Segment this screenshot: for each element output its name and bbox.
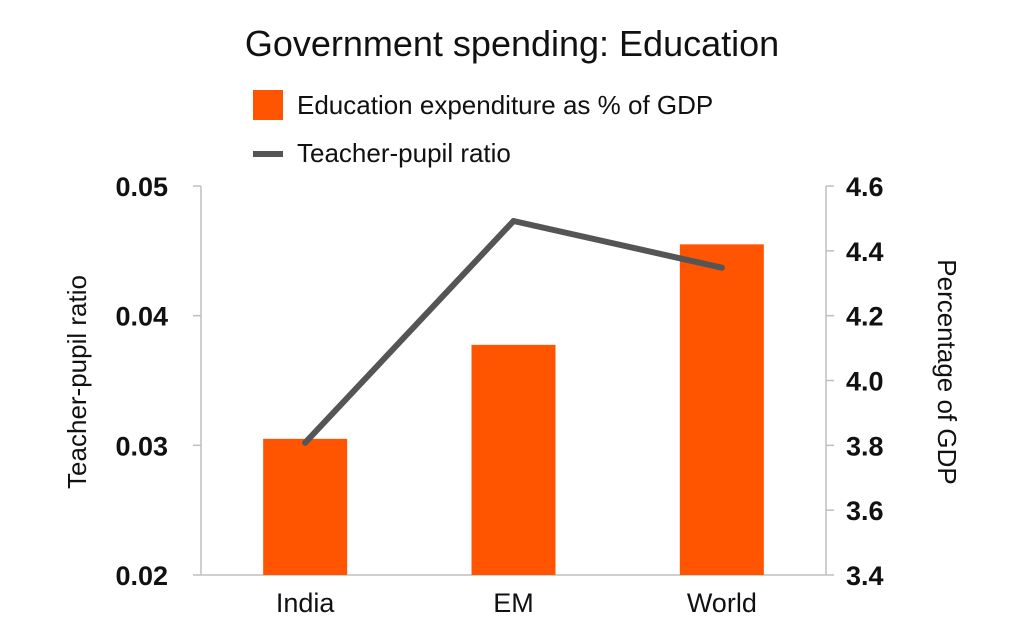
bar [263, 438, 348, 575]
y-right-tick-label: 4.2 [846, 302, 884, 332]
y-right-tick-label: 4.0 [846, 367, 884, 397]
y-left-tick-label: 0.02 [115, 561, 168, 591]
bar [679, 244, 764, 575]
x-tick-label: World [687, 588, 757, 618]
y-left-tick-label: 0.03 [115, 431, 168, 461]
y-right-tick-label: 4.4 [846, 237, 884, 267]
y-right-axis-title: Percentage of GDP [932, 259, 962, 484]
chart-title: Government spending: Education [245, 23, 779, 64]
y-left-tick-label: 0.04 [115, 302, 168, 332]
line-point [510, 218, 517, 225]
y-left-tick-label: 0.05 [115, 172, 168, 202]
legend-bar-swatch [253, 90, 283, 120]
line-point [302, 439, 309, 446]
plot-area: 0.02 0.03 0.04 0.05 3.4 3.6 3.8 4.0 4.2 4.4 4.6 Ind… [115, 172, 883, 618]
y-right-tick-label: 4.6 [846, 172, 884, 202]
y-right-tick-label: 3.4 [846, 561, 884, 591]
bar [471, 344, 556, 575]
y-right-tick-label: 3.8 [846, 431, 884, 461]
legend: Education expenditure as % of GDP Teache… [253, 90, 713, 168]
x-tick-label: India [276, 588, 336, 618]
y-left-axis-title: Teacher-pupil ratio [62, 275, 92, 489]
legend-line-label: Teacher-pupil ratio [297, 138, 511, 168]
line-point [718, 264, 725, 271]
x-tick-label: EM [493, 588, 534, 618]
legend-bar-label: Education expenditure as % of GDP [297, 90, 713, 120]
y-right-tick-label: 3.6 [846, 496, 884, 526]
